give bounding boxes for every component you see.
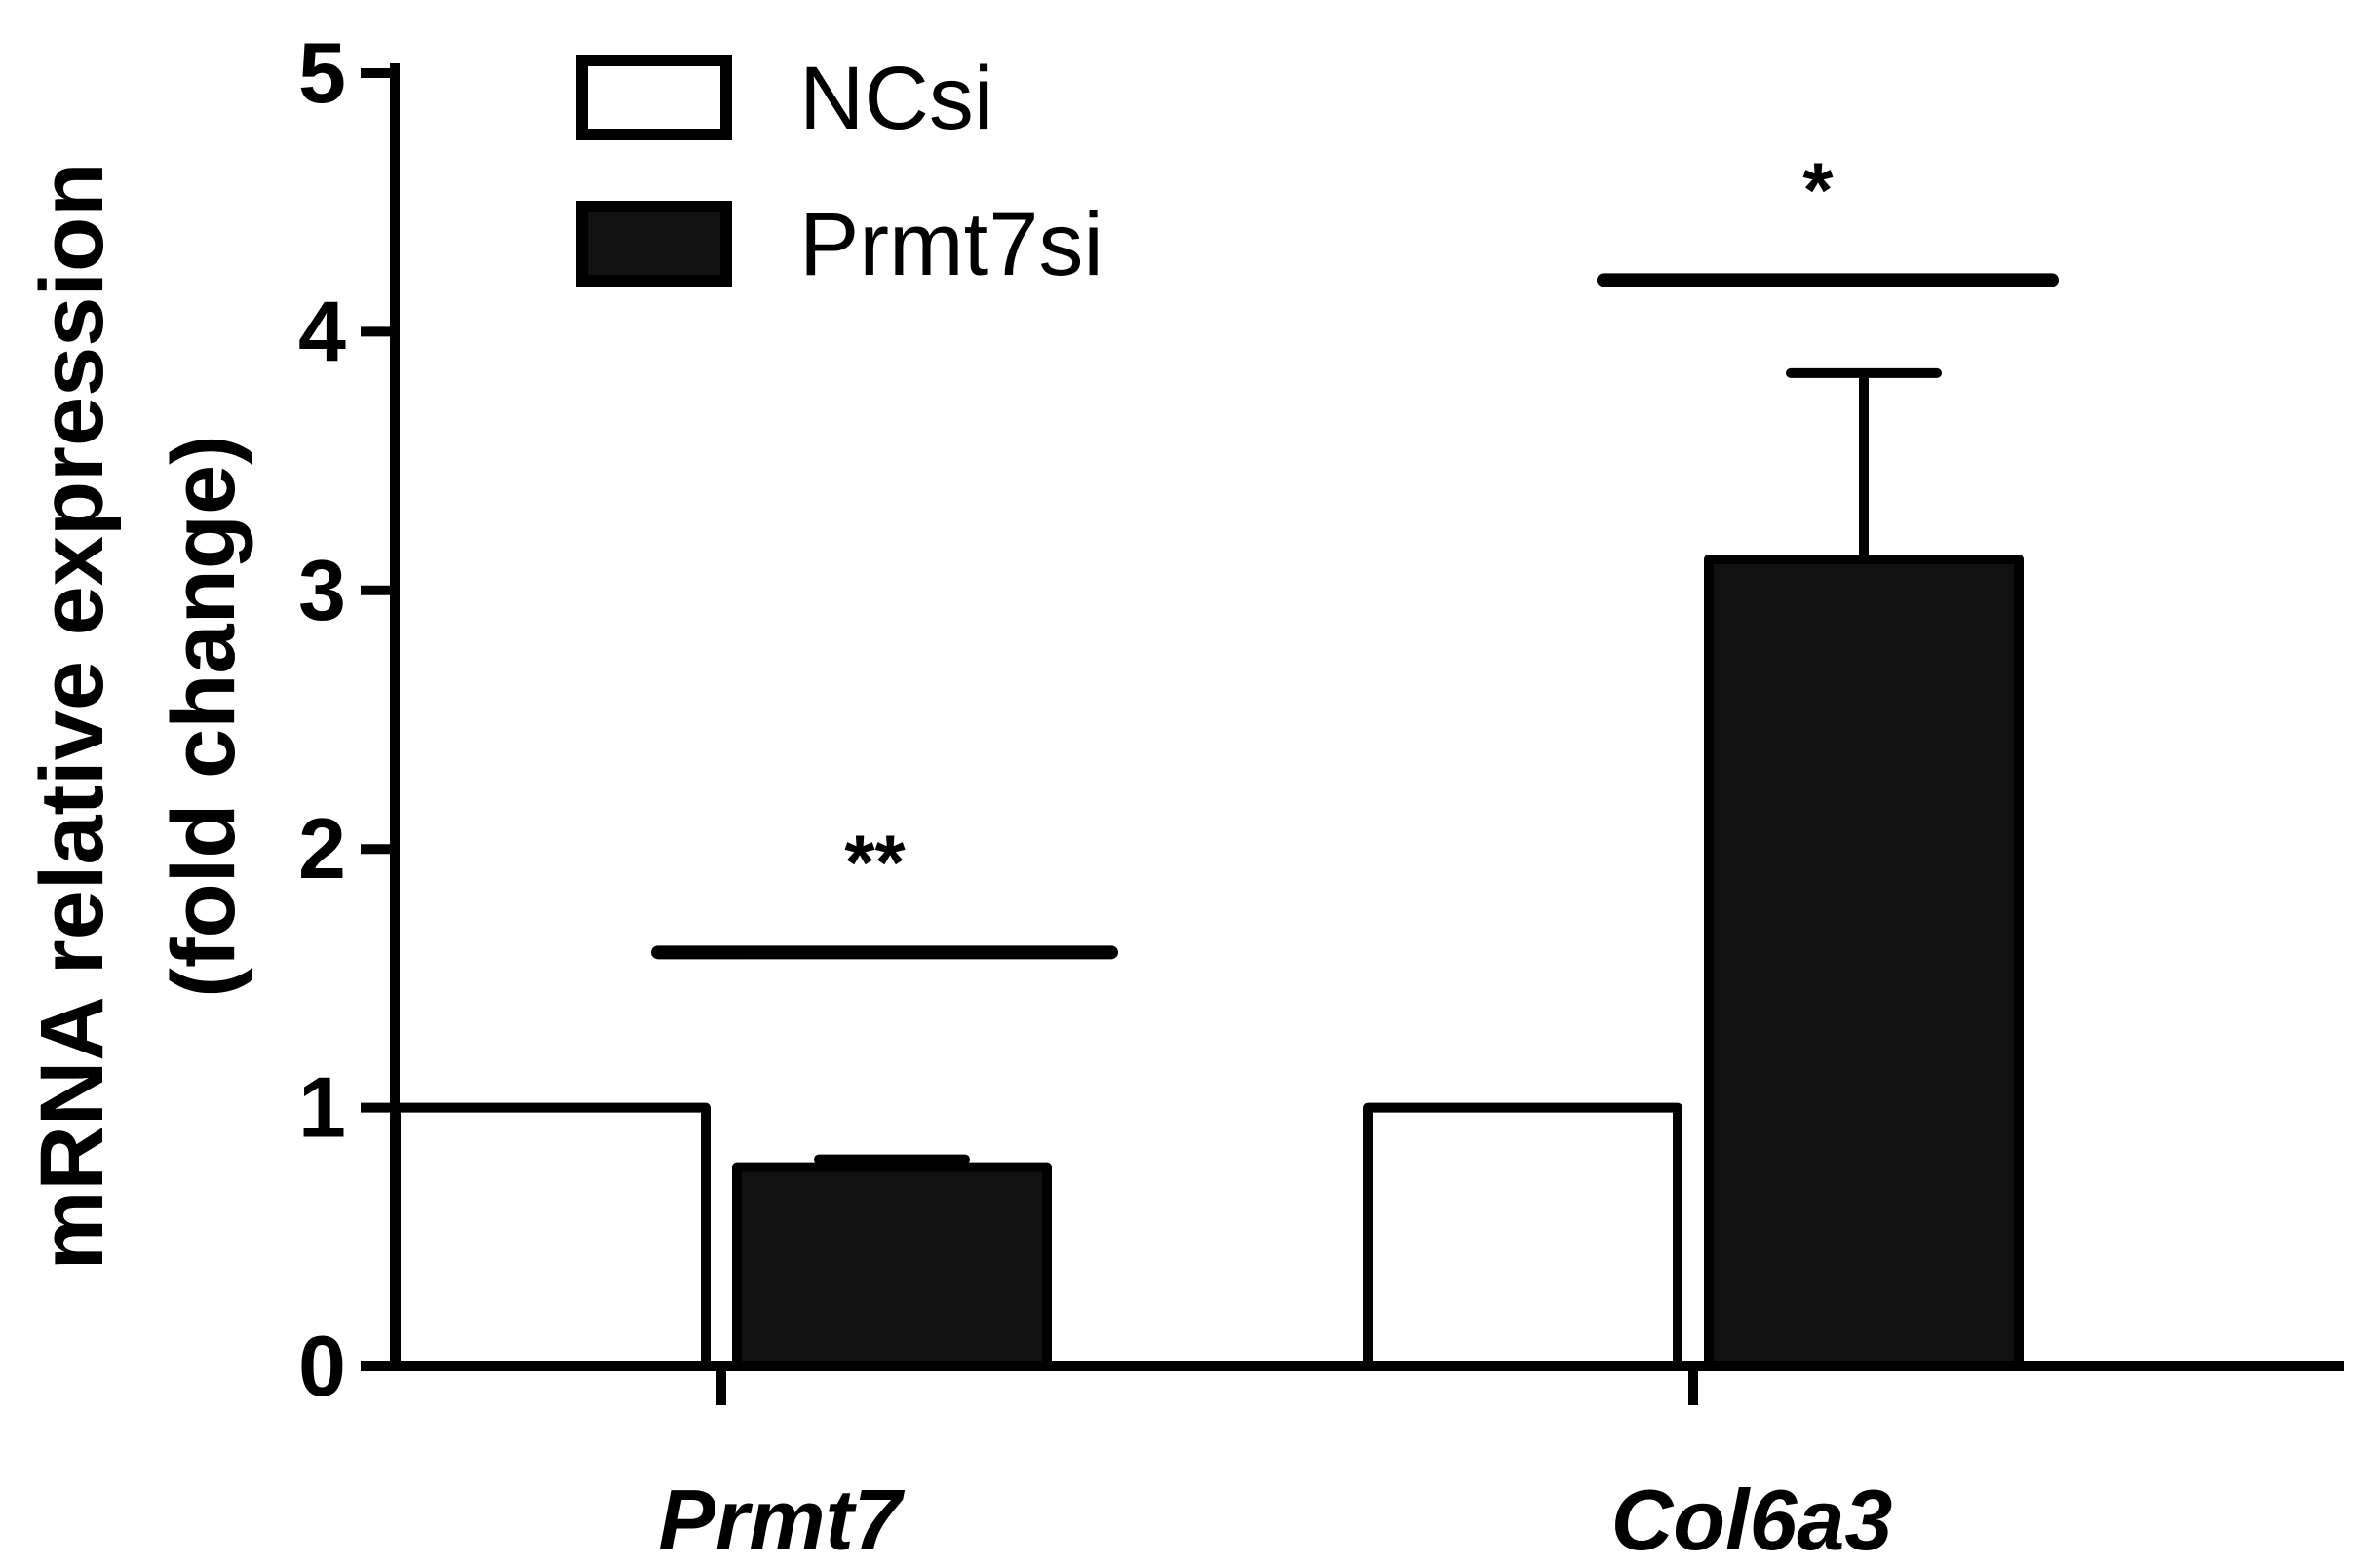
y-axis-label-line2: (fold change) (154, 435, 253, 998)
significance-label: * (1802, 146, 1834, 233)
bars (391, 554, 2024, 1371)
bar-prmt7si-col6a3 (1704, 554, 2024, 1371)
y-tick-label: 1 (298, 1059, 346, 1156)
y-tick-label: 3 (298, 542, 346, 638)
error-bars (814, 367, 1942, 1167)
bar-prmt7si-prmt7 (732, 1162, 1052, 1371)
legend-swatch-ncsi (576, 55, 732, 140)
y-axis-label-line1: mRNA relative expression (22, 163, 122, 1271)
legend-label-ncsi: NCsi (799, 49, 993, 148)
legend: NCsi Prmt7si (576, 49, 1103, 294)
x-tick-labels: Prmt7 Col6a3 (658, 1366, 1892, 1568)
y-tick-label: 0 (298, 1318, 346, 1414)
y-tick-label: 4 (298, 283, 346, 379)
x-tick-label: Prmt7 (658, 1472, 905, 1568)
x-tick-label: Col6a3 (1611, 1472, 1893, 1568)
y-axis-label: mRNA relative expression (fold change) (22, 163, 253, 1271)
legend-label-prmt7si: Prmt7si (799, 195, 1103, 294)
significance-label: ** (844, 819, 906, 905)
bar-ncsi-col6a3 (1363, 1102, 1682, 1371)
significance-markers: *** (651, 146, 2059, 960)
legend-swatch-prmt7si (576, 201, 732, 287)
y-tick-label: 5 (298, 24, 346, 121)
y-tick-label: 2 (298, 800, 346, 897)
y-ticks: 0 1 2 3 4 5 (298, 24, 395, 1414)
bar-ncsi-prmt7 (391, 1102, 711, 1371)
